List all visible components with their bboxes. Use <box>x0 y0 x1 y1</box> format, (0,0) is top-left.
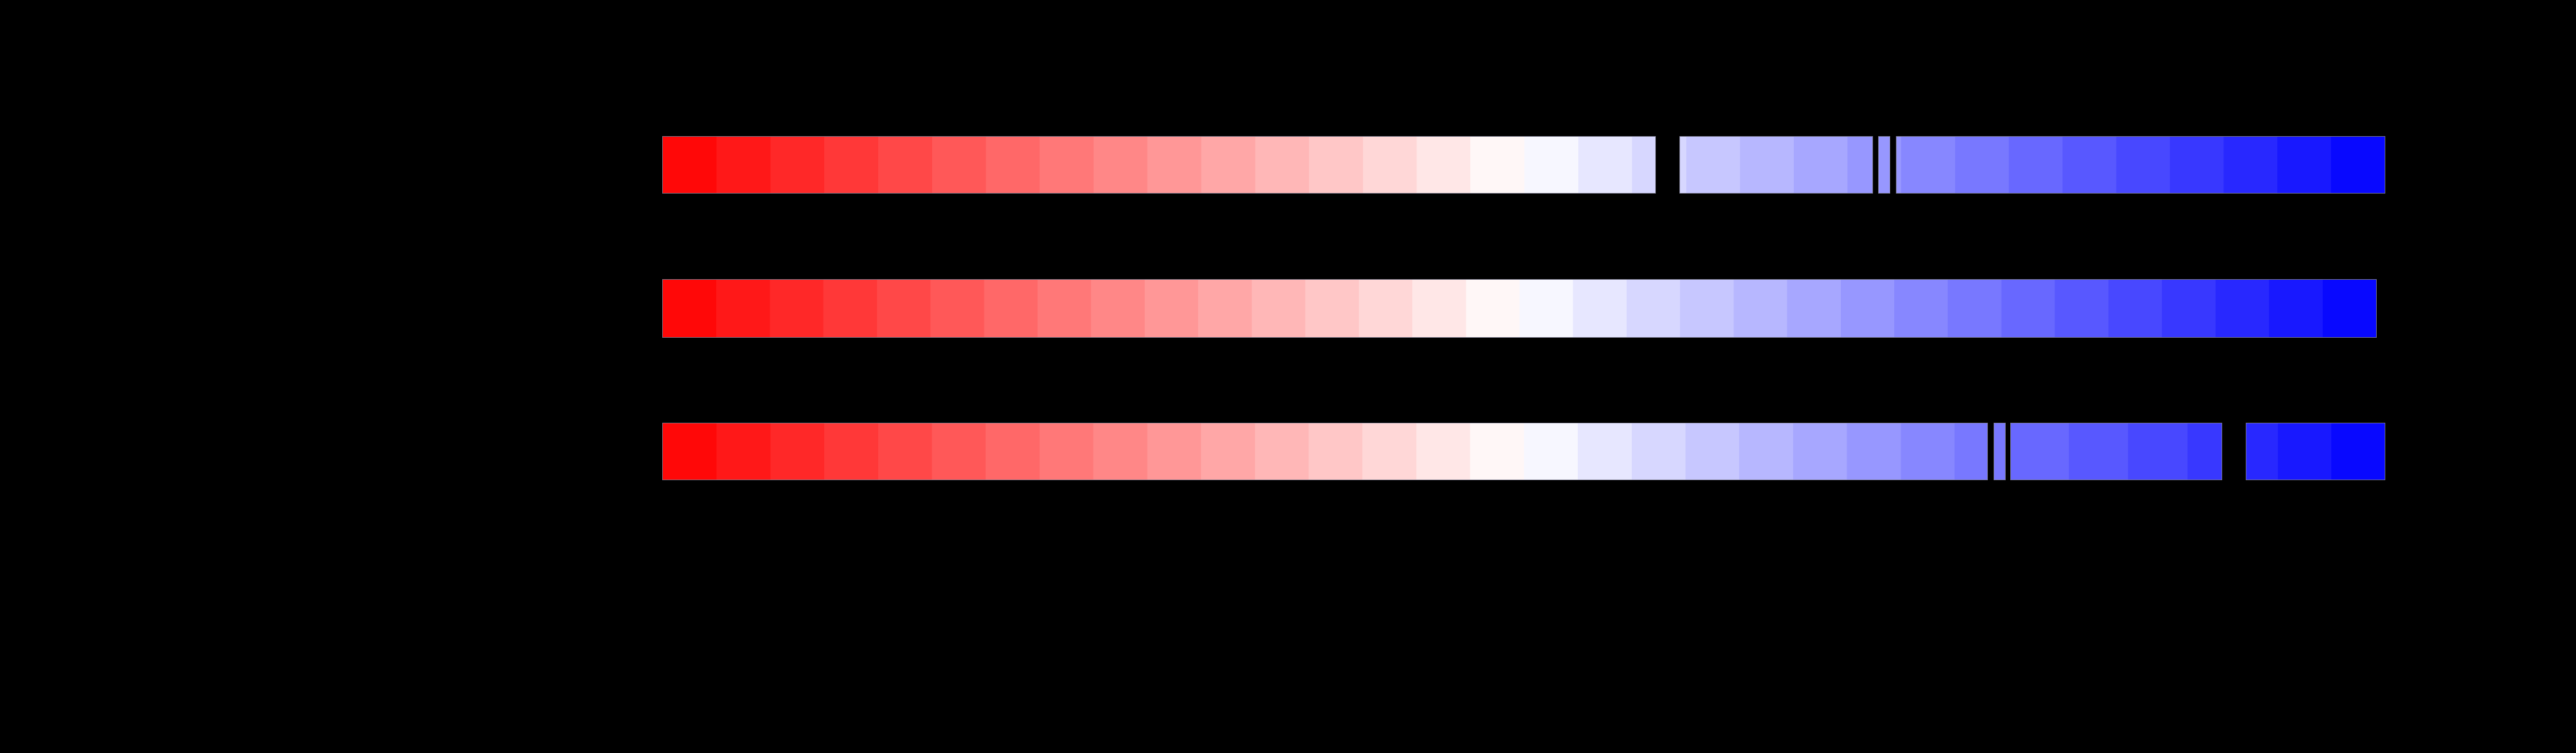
colorbar-row-1 <box>0 136 2576 194</box>
colorbar-row-3 <box>0 423 2576 480</box>
colorbar-segment <box>1679 136 1873 194</box>
colorbar-segment <box>662 423 1988 480</box>
colorbar-segment <box>2010 423 2222 480</box>
colorbar-segment <box>1878 136 1890 194</box>
colorbar-segment <box>2246 423 2385 480</box>
colorbar-row-2 <box>0 279 2576 338</box>
colorbar-segment <box>662 279 2377 338</box>
colorbar-segment <box>1994 423 2006 480</box>
colorbar-segment <box>1896 136 2385 194</box>
colorbar-segment <box>662 136 1656 194</box>
